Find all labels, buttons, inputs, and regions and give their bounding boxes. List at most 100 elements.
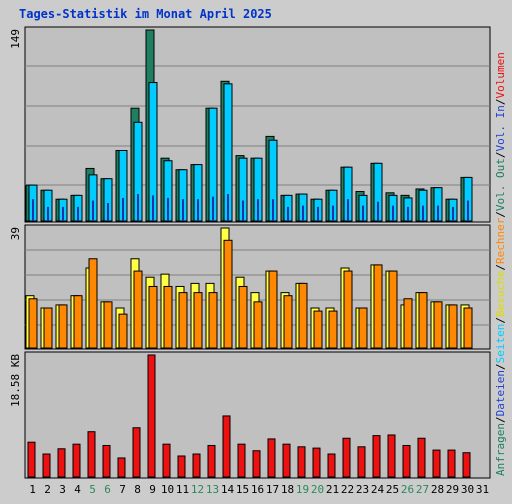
bar-rechner (463, 307, 473, 349)
bar-rechner (448, 304, 458, 349)
x-tick-label: 8 (134, 483, 141, 496)
bar-seiten (227, 194, 229, 221)
right-axis-part: Besuche (494, 271, 507, 317)
x-tick-label: 29 (446, 483, 459, 496)
x-tick-label: 5 (89, 483, 96, 496)
right-axis-part: Anfragen (494, 423, 507, 476)
x-tick-label: 14 (221, 483, 235, 496)
x-tick-label: 25 (386, 483, 399, 496)
bar-volumen (372, 435, 381, 478)
bar-volumen (282, 443, 291, 478)
x-tick-label: 10 (161, 483, 174, 496)
x-tick-label: 20 (311, 483, 324, 496)
bar-rechner (73, 295, 83, 349)
right-axis-part: Rechner (494, 217, 507, 264)
bar-seiten (122, 197, 124, 221)
bar-volumen (192, 453, 201, 478)
bar-seiten (422, 205, 424, 221)
bar-volumen (117, 457, 126, 478)
x-tick-label: 11 (176, 483, 189, 496)
right-axis-part: Dateien (494, 370, 507, 416)
bar-volumen (387, 434, 396, 478)
bar-rechner (403, 298, 413, 349)
bar-seiten (467, 200, 469, 221)
x-tick-label: 23 (356, 483, 369, 496)
bar-volumen (327, 453, 336, 478)
bar-rechner (268, 270, 278, 349)
bar-rechner (253, 301, 263, 349)
bar-seiten (197, 199, 199, 221)
y-max-label: 18.58 KB (9, 354, 22, 407)
x-tick-label: 30 (461, 483, 474, 496)
bar-seiten (257, 199, 259, 221)
bar-rechner (88, 258, 98, 349)
bar-rechner (208, 292, 218, 349)
bar-seiten (332, 205, 334, 221)
bar-volumen (72, 443, 81, 478)
x-tick-label: 18 (281, 483, 294, 496)
bar-rechner (28, 298, 38, 349)
bar-volumen (252, 450, 261, 478)
x-tick-label: 22 (341, 483, 354, 496)
right-axis-part: Volumen (494, 52, 507, 98)
x-tick-label: 19 (296, 483, 309, 496)
bar-volumen (447, 449, 456, 478)
bar-volumen (312, 447, 321, 478)
x-tick-label: 3 (59, 483, 66, 496)
panel-visits: 39 (9, 224, 491, 350)
bar-rechner (358, 307, 368, 349)
bar-volumen (342, 437, 351, 478)
bar-seiten (242, 200, 244, 221)
bar-volumen (357, 446, 366, 478)
bar-seiten (167, 197, 169, 221)
x-tick-label: 26 (401, 483, 414, 496)
bar-rechner (58, 304, 68, 349)
right-axis-part: / (494, 317, 507, 324)
bar-seiten (347, 199, 349, 221)
right-axis-legend: Anfragen/Dateien/Seiten/Besuche/Rechner/… (494, 52, 507, 476)
bar-volumen (222, 415, 231, 478)
panel-volume: 18.58 KB (9, 351, 491, 479)
x-tick-label: 16 (251, 483, 264, 496)
bar-volumen (147, 354, 156, 478)
bar-volumen (297, 446, 306, 478)
bar-seiten (92, 200, 94, 221)
bar-rechner (148, 285, 158, 349)
right-axis-part: / (494, 98, 507, 105)
bar-rechner (178, 292, 188, 349)
bar-rechner (133, 270, 143, 349)
bar-seiten (407, 206, 409, 221)
bar-seiten (137, 194, 139, 221)
bar-rechner (298, 282, 308, 349)
bar-volumen (87, 431, 96, 478)
x-tick-label: 12 (191, 483, 204, 496)
bar-volumen (132, 427, 141, 478)
bar-seiten (272, 199, 274, 221)
x-tick-label: 13 (206, 483, 219, 496)
bar-rechner (328, 310, 338, 349)
bar-rechner (313, 310, 323, 349)
right-axis-part: Seiten (494, 324, 507, 364)
bar-seiten (452, 206, 454, 221)
bar-seiten (107, 203, 109, 221)
bar-rechner (118, 313, 128, 349)
x-tick-label: 28 (431, 483, 444, 496)
bar-seiten (62, 206, 64, 221)
bar-volumen (462, 452, 471, 478)
bar-seiten (287, 206, 289, 221)
bar-seiten (77, 206, 79, 221)
x-tick-label: 2 (44, 483, 51, 496)
x-tick-label: 24 (371, 483, 385, 496)
y-max-label: 149 (9, 29, 22, 49)
x-tick-label: 15 (236, 483, 249, 496)
panel-hits: 149 (9, 26, 491, 223)
bar-seiten (437, 205, 439, 221)
bar-volumen (417, 437, 426, 478)
x-tick-label: 21 (326, 483, 339, 496)
bar-volumen (432, 449, 441, 478)
right-axis-part: Vol. In (494, 105, 507, 151)
x-tick-label: 6 (104, 483, 111, 496)
x-tick-label: 17 (266, 483, 279, 496)
bar-rechner (238, 285, 248, 349)
